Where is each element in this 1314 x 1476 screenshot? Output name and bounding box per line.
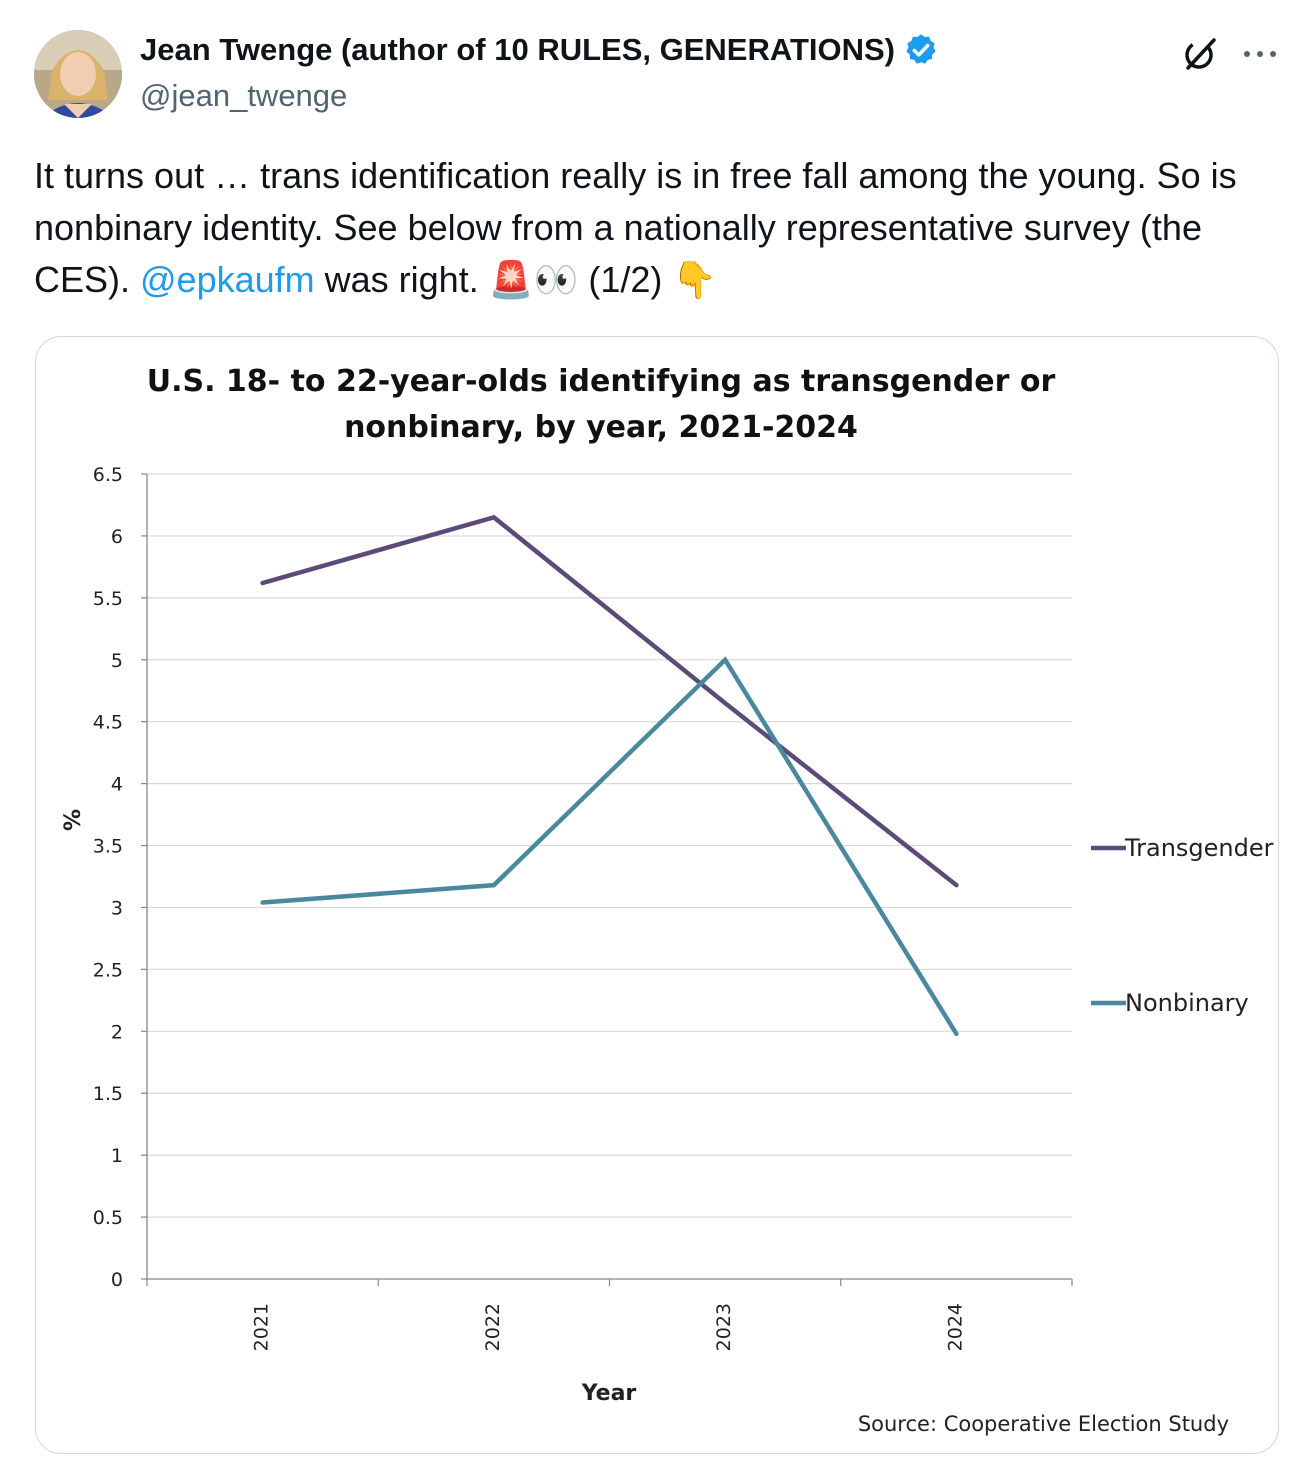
x-tick-label: 2023 (713, 1303, 735, 1351)
mention-link[interactable]: @epkaufm (140, 259, 315, 300)
y-tick-label: 2.5 (93, 959, 123, 981)
author-avatar[interactable] (34, 30, 122, 118)
y-tick-label: 4 (111, 774, 123, 796)
siren-emoji: 🚨 (488, 260, 534, 301)
y-tick-label: 3 (111, 897, 123, 919)
chart-source: Source: Cooperative Election Study (858, 1412, 1229, 1436)
y-tick-label: 6 (111, 526, 123, 548)
y-axis-label: % (61, 809, 86, 831)
chart-gridlines (147, 473, 1072, 1218)
y-tick-label: 6.5 (93, 464, 123, 486)
y-tick-label: 0 (111, 1269, 123, 1291)
tweet-text-part: was right. (314, 259, 489, 300)
eyes-emoji: 👀 (533, 260, 579, 301)
author-display-name[interactable]: Jean Twenge (author of 10 RULES, GENERAT… (140, 32, 895, 67)
chart-title-line-2: nonbinary, by year, 2021-2024 (344, 410, 858, 445)
pointing-down-emoji: 👇 (672, 260, 718, 301)
y-tick-label: 2 (111, 1021, 123, 1043)
tweet-text: It turns out … trans identification real… (34, 150, 1284, 307)
verified-badge-icon (906, 34, 936, 64)
series-line-nonbinary (260, 656, 959, 1037)
more-dots-icon (1244, 51, 1276, 57)
y-tick-label: 4.5 (93, 712, 123, 734)
y-tick-label: 5 (111, 650, 123, 672)
y-tick-label: 1.5 (93, 1083, 123, 1105)
thread-count: (1/2) (578, 259, 673, 300)
series-line-transgender (260, 514, 959, 888)
author-name-row[interactable]: Jean Twenge (author of 10 RULES, GENERAT… (140, 32, 939, 68)
y-tick-label: 1 (111, 1145, 123, 1167)
x-axis-label: Year (581, 1381, 637, 1406)
legend-label: Nonbinary (1125, 989, 1249, 1017)
tweet-text-part: It turns out … trans identification real… (34, 155, 1237, 300)
y-tick-label: 5.5 (93, 588, 123, 610)
y-axis-ticks: 0 0.5 1 1.5 2 2.5 3 3.5 4 4.5 5 5.5 6 6.5 (93, 464, 147, 1291)
grok-icon (1185, 38, 1216, 70)
x-tick-label: 2024 (944, 1303, 966, 1351)
chart-series (260, 514, 959, 1037)
chart-title-line-1: U.S. 18- to 22-year-olds identifying as … (147, 364, 1056, 399)
avatar-photo (34, 30, 122, 118)
chart-axes (146, 474, 1072, 1280)
line-chart: U.S. 18- to 22-year-olds identifying as … (61, 364, 1274, 1436)
author-handle[interactable]: @jean_twenge (140, 78, 348, 113)
legend-label: Transgender (1124, 834, 1274, 862)
x-axis-ticks: 2021 2022 2023 2024 (146, 1279, 1073, 1351)
grok-button[interactable] (1178, 34, 1222, 74)
chart-legend: Transgender Nonbinary (1091, 834, 1274, 1017)
x-tick-label: 2022 (482, 1303, 504, 1351)
y-tick-label: 3.5 (93, 836, 123, 858)
x-tick-label: 2021 (251, 1303, 273, 1351)
y-tick-label: 0.5 (93, 1207, 123, 1229)
tweet-media-image[interactable]: U.S. 18- to 22-year-olds identifying as … (35, 336, 1279, 1454)
more-options-button[interactable] (1238, 34, 1282, 74)
